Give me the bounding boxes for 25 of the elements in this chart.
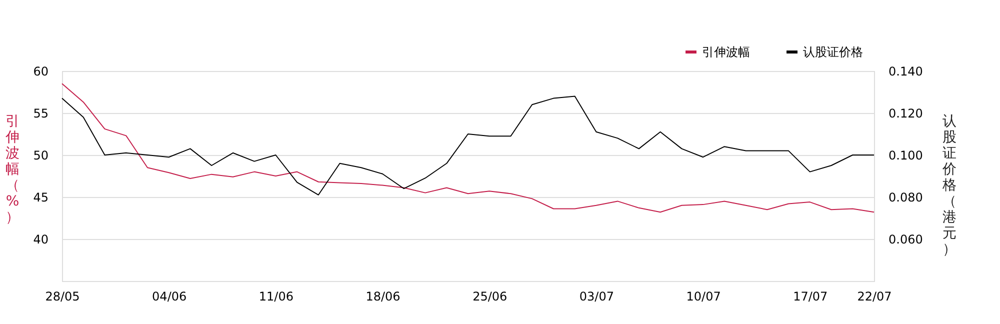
x-tick-label: 18/06 xyxy=(366,290,400,304)
x-tick-label: 03/07 xyxy=(579,290,614,304)
legend-label: 认股证价格 xyxy=(803,45,863,59)
y-tick-label: 40 xyxy=(33,232,48,246)
x-tick-label: 04/06 xyxy=(152,290,187,304)
line-series xyxy=(62,83,874,213)
x-tick-label: 22/07 xyxy=(857,290,892,304)
x-tick-label: 11/06 xyxy=(258,290,294,304)
x-tick-label: 25/06 xyxy=(472,290,508,304)
y2-tick-label: 0.080 xyxy=(888,190,923,204)
y-tick-label: 55 xyxy=(33,106,48,120)
x-tick-label: 17/07 xyxy=(793,290,828,304)
x-tick-label: 10/07 xyxy=(686,290,721,304)
y2-tick-label: 0.120 xyxy=(888,106,923,120)
y2-tick-label: 0.100 xyxy=(888,148,923,162)
legend-label: 引伸波幅 xyxy=(702,45,750,59)
y2-tick-label: 0.060 xyxy=(888,232,923,246)
line-series xyxy=(62,96,874,196)
y-axis-title: 引伸波幅（%） xyxy=(4,114,20,226)
y2-tick-label: 0.140 xyxy=(888,64,923,78)
y-tick-label: 45 xyxy=(33,190,48,204)
y-tick-label: 50 xyxy=(33,148,48,162)
x-tick-label: 28/05 xyxy=(45,290,80,304)
text: 认股证价格（港元） xyxy=(942,114,956,258)
y-tick-label: 60 xyxy=(33,64,48,78)
